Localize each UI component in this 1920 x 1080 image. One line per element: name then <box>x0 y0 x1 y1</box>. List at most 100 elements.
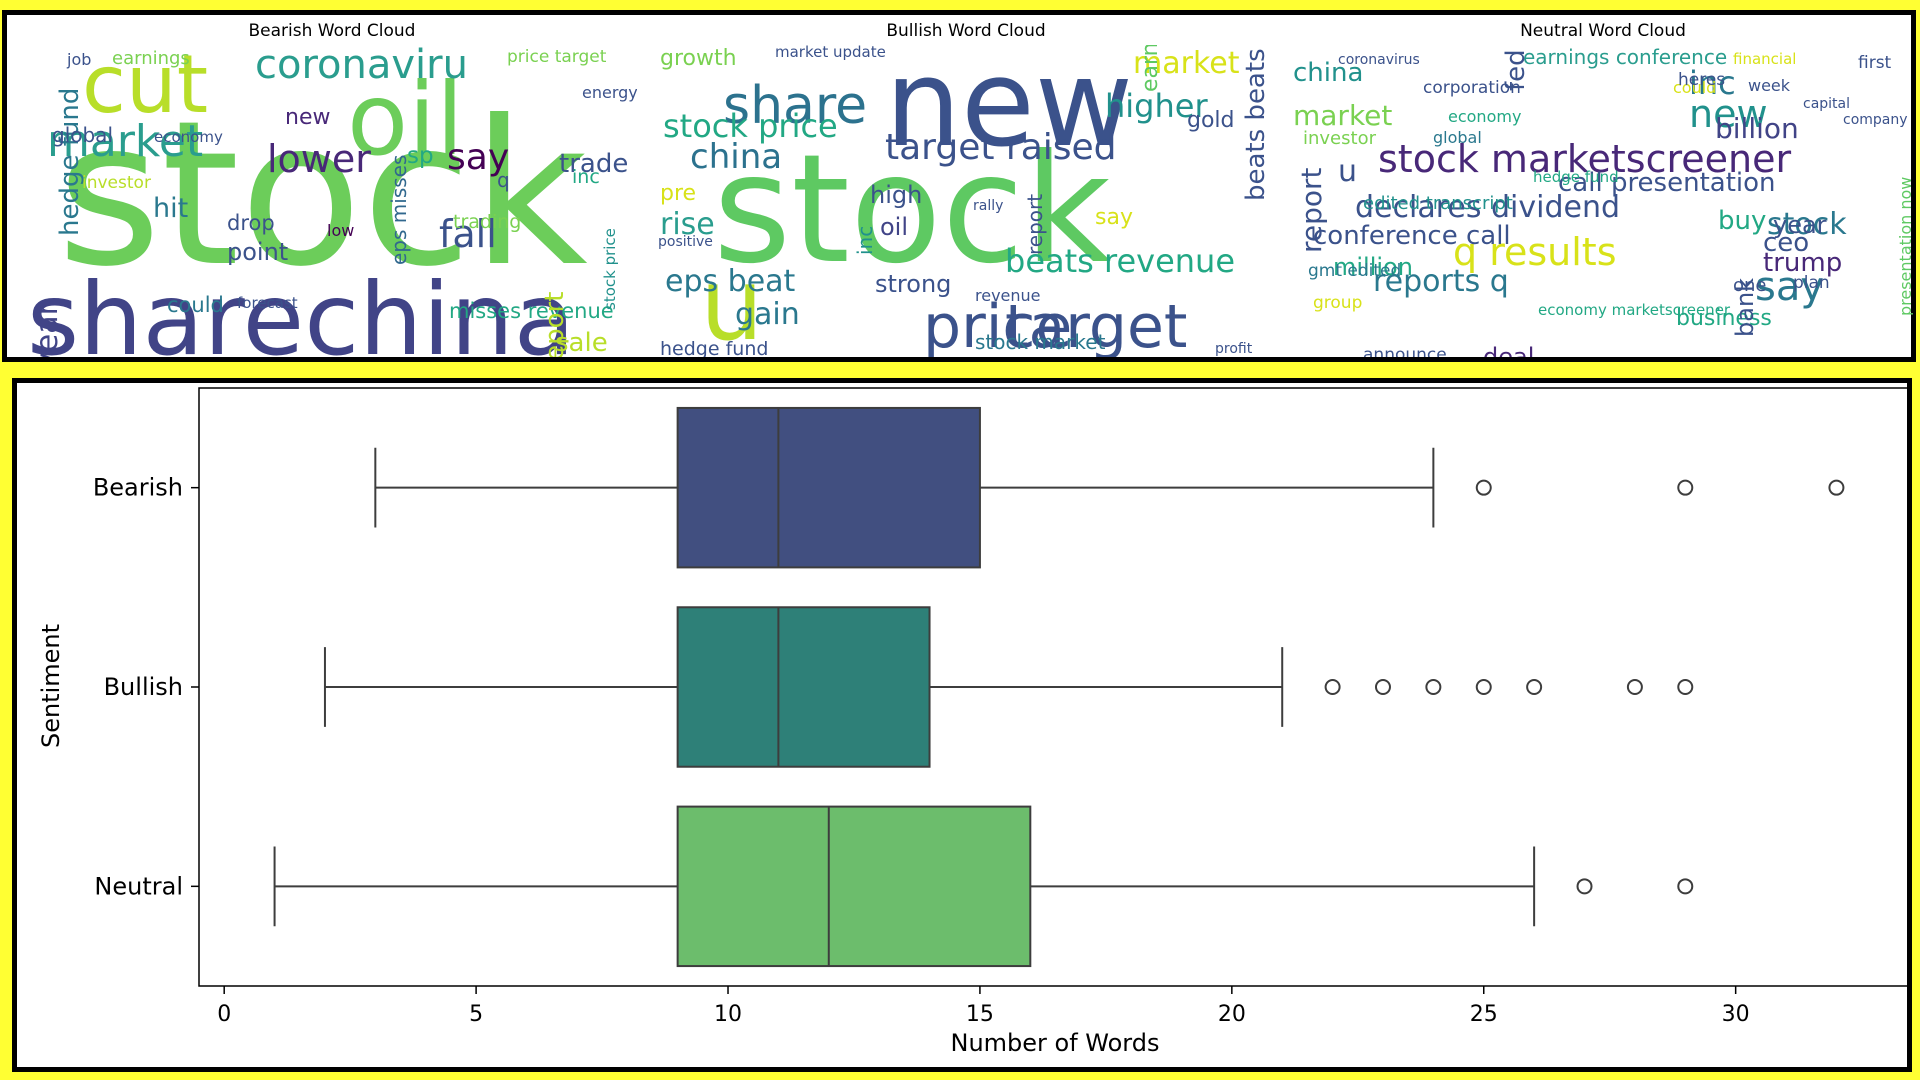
cloud-word: hit <box>153 193 189 224</box>
cloud-word: high <box>870 181 923 209</box>
x-tick-label: 10 <box>714 1002 742 1027</box>
cloud-word: year <box>1773 211 1827 239</box>
boxplot-panel: Bearish Bullish Neutral 0 5 10 15 20 25 30 Number… <box>12 378 1913 1072</box>
outlier-point <box>1677 878 1694 895</box>
cloud-word: new <box>885 45 1134 174</box>
y-tick-label: Neutral <box>94 872 183 900</box>
cloud-word: say <box>447 137 510 178</box>
cloud-word: earnings <box>112 48 190 69</box>
cloud-word: job <box>67 50 92 69</box>
iqr-box <box>676 406 981 569</box>
cloud-word: say <box>1095 205 1133 230</box>
cloud-word: price <box>923 292 1073 357</box>
cloud-word: gmt edited <box>1308 261 1402 281</box>
cloud-word: revenue <box>975 286 1041 305</box>
cloud-word: point <box>227 238 289 266</box>
bearish-cloud-title: Bearish Word Cloud <box>248 21 416 41</box>
cloud-word: presentation now <box>1896 176 1913 316</box>
cloud-word: million <box>1333 253 1413 281</box>
x-tick-label: 0 <box>217 1002 231 1027</box>
cloud-word: q <box>497 168 510 192</box>
neutral-word-cloud: Neutral Word Cloud stock marketscreener d… <box>1293 15 1913 357</box>
bearish-word-cloud: Bearish Word Cloud stock sharechina oil cut… <box>27 15 637 357</box>
cloud-word: inc <box>853 225 877 255</box>
cloud-word: year <box>30 303 65 357</box>
cloud-word: economy <box>1448 107 1522 126</box>
outlier-point <box>1475 479 1492 496</box>
cloud-word: stock <box>713 123 1112 297</box>
cloud-word: share <box>723 76 868 136</box>
cloud-word: economy <box>154 128 223 146</box>
cloud-word: target raised <box>885 127 1117 168</box>
cloud-word: new <box>285 105 331 130</box>
cloud-word: edited transcript <box>1363 193 1513 214</box>
cloud-word: heres <box>1678 70 1726 90</box>
y-tick-label: Bearish <box>93 474 183 502</box>
cloud-word: misses revenue <box>449 299 614 323</box>
cloud-word: could <box>1673 78 1717 97</box>
cloud-word: strong <box>875 270 952 298</box>
cloud-word: say <box>1755 264 1825 310</box>
cloud-word: report <box>1295 167 1328 253</box>
y-tick-label: Bullish <box>104 673 183 701</box>
cloud-word: investor <box>1303 128 1376 149</box>
cloud-word: company <box>1843 112 1908 128</box>
cloud-word: stock marketscreener <box>1378 137 1792 181</box>
cloud-word: positive <box>658 234 713 250</box>
x-tick-label: 20 <box>1218 1002 1246 1027</box>
cloud-word: report <box>1023 193 1047 255</box>
iqr-box <box>676 606 931 768</box>
cloud-word: hedge fund <box>1533 168 1619 186</box>
cloud-word: global <box>1433 128 1482 147</box>
cloud-word: earnings conference <box>1523 45 1728 69</box>
x-tick-label: 5 <box>469 1002 483 1027</box>
cloud-word: new <box>1689 92 1768 136</box>
cloud-word: u <box>1338 154 1358 189</box>
bullish-word-cloud: Bullish Word Cloud new stock u price target s… <box>655 15 1277 357</box>
outlier-point <box>1475 679 1492 695</box>
cloud-word: global <box>52 123 113 147</box>
cloud-word: ceo <box>1763 228 1810 258</box>
cloud-word: sharechina <box>27 261 575 358</box>
cloud-word: q results <box>1453 230 1617 274</box>
bullish-cloud-title: Bullish Word Cloud <box>886 21 1046 41</box>
cloud-word: stock <box>1767 207 1847 242</box>
cloud-word: hedge fund <box>660 338 769 358</box>
cloud-word: financial <box>1733 50 1797 68</box>
cloud-word: economy marketscreener <box>1538 301 1731 319</box>
cloud-word: earnings <box>1138 45 1163 92</box>
cloud-word: price target <box>507 47 607 67</box>
bullish-cloud-words: new stock u price target share stock price chin… <box>655 45 1277 357</box>
cloud-word: trade <box>559 149 629 179</box>
cloud-word: gold <box>1187 108 1235 133</box>
cloud-word: stock market <box>975 330 1106 354</box>
cloud-word: lower <box>267 137 371 181</box>
cloud-word: could <box>167 293 224 317</box>
cloud-word: week <box>1748 76 1791 95</box>
cloud-word: china <box>1293 58 1364 88</box>
iqr-box <box>676 805 1032 968</box>
cloud-word: announce <box>1363 345 1447 358</box>
cloud-word: gain <box>735 297 800 332</box>
cloud-word: market update <box>775 45 886 61</box>
neutral-cloud-title: Neutral Word Cloud <box>1520 21 1686 41</box>
x-axis-label: Number of Words <box>951 1029 1160 1057</box>
cloud-word: higher <box>1105 87 1208 125</box>
cloud-word: inc <box>1689 64 1736 102</box>
bearish-cloud-words: stock sharechina oil cut coronaviru market low… <box>27 45 637 357</box>
cloud-word: fall <box>439 212 497 256</box>
cloud-word: market <box>47 116 204 167</box>
outlier-point <box>1576 878 1593 895</box>
cloud-word: reports q <box>1373 264 1509 299</box>
cloud-word: group <box>1313 293 1363 313</box>
cloud-word: target <box>1005 292 1188 357</box>
outlier-point <box>1324 679 1341 695</box>
outlier-point <box>1626 679 1643 695</box>
outlier-point <box>1828 479 1845 496</box>
cloud-word: stock <box>57 78 588 311</box>
y-axis-label: Sentiment <box>37 624 65 748</box>
cloud-word: sale <box>555 328 608 357</box>
cloud-word: stock price <box>601 228 619 310</box>
cloud-word: first <box>1858 53 1892 73</box>
x-tick-label: 15 <box>966 1002 994 1027</box>
